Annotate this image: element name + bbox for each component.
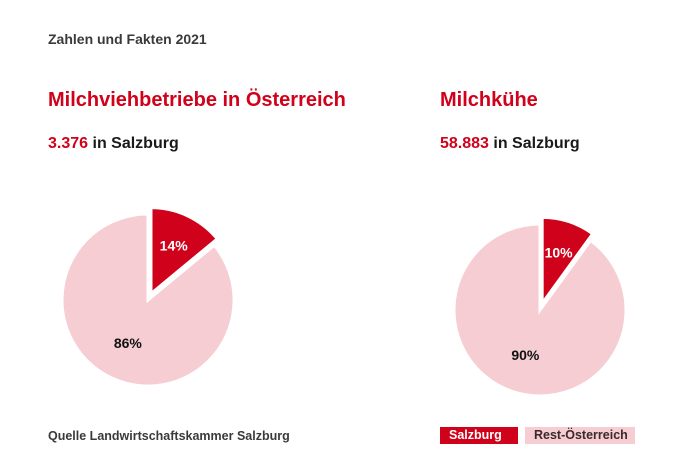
source-note: Quelle Landwirtschaftskammer Salzburg: [48, 429, 290, 443]
chart-1-title: Milchviehbetriebe in Österreich: [48, 89, 346, 111]
chart-1-subtitle: 3.376 in Salzburg: [48, 135, 179, 153]
pie-label-rest-oesterreich: 90%: [511, 347, 540, 363]
legend-salzburg: Salzburg: [440, 427, 518, 444]
pie-slice-salzburg: [540, 215, 595, 308]
chart-1-subtitle-value: 3.376: [48, 135, 89, 152]
page-header: Zahlen und Fakten 2021: [48, 31, 207, 47]
pie-label-salzburg: 10%: [545, 245, 574, 261]
pie-slice-rest-oesterreich: [452, 222, 628, 398]
chart-2-subtitle-text: in Salzburg: [488, 135, 580, 152]
pie-slice-salzburg: [149, 206, 220, 297]
chart-2-subtitle: 58.883 in Salzburg: [440, 135, 580, 153]
pie-label-rest-oesterreich: 86%: [114, 335, 143, 351]
chart-2-title: Milchkühe: [440, 89, 538, 111]
chart-2-pie: 10% 90%: [452, 215, 628, 398]
pie-label-salzburg: 14%: [160, 237, 189, 253]
chart-1-pie: 14% 86%: [60, 206, 236, 388]
chart-1-subtitle-text: in Salzburg: [88, 135, 179, 152]
legend-rest-oesterreich: Rest-Österreich: [525, 427, 635, 444]
pie-slice-rest-oesterreich: [60, 212, 236, 388]
chart-2-subtitle-value: 58.883: [440, 135, 489, 152]
